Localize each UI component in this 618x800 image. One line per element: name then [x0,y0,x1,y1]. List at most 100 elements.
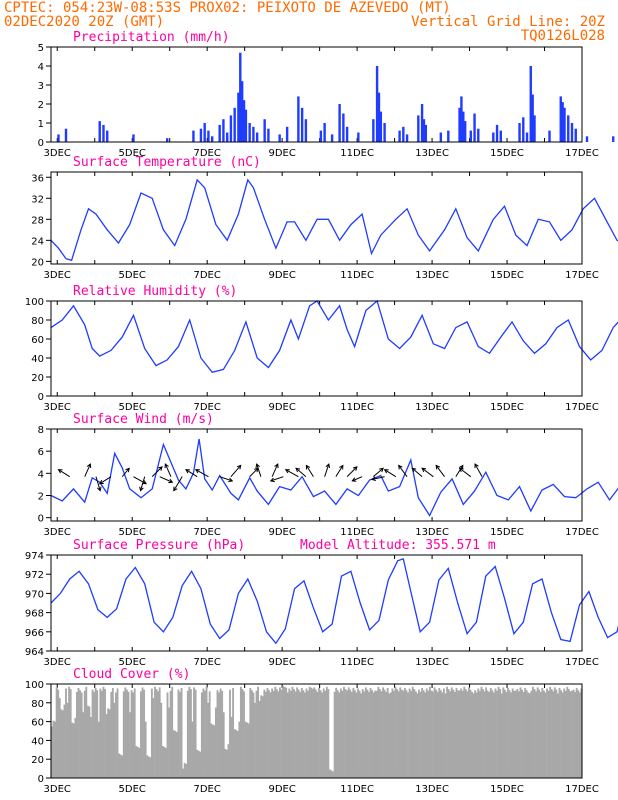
precip-bar [570,123,574,142]
cloud-bar [532,686,534,778]
cloud-bar [213,725,216,778]
temp-frame [50,171,583,265]
wind-arrow [398,465,408,477]
cloud-bar [391,688,394,778]
cloud-bar [191,721,194,778]
cloud-bar [60,709,63,778]
wind-arrow-head [383,469,389,474]
cloud-bar [538,689,541,778]
cloud-bar [257,686,260,778]
precip-bar [106,130,109,142]
wind-arrow [271,463,279,477]
x-tick-label: 7DEC [193,402,220,413]
wind-arrow [84,463,91,477]
precip-bar [375,66,379,142]
cloud-bar [293,689,295,778]
cloud-bar [261,696,264,778]
x-tick-label: 7DEC [193,784,220,795]
cloud-bar [349,689,352,778]
cloud-bar [266,687,269,778]
cloud-bar [255,690,258,778]
wind-arrow [133,476,147,485]
cloud-bar [411,686,414,778]
cloud-bar [86,705,89,778]
precip-bar [203,123,206,142]
cloud-bar [350,691,353,778]
cloud-bar [185,763,188,778]
cloud-bar [83,690,86,778]
cloud-bar [447,689,450,778]
cloud-bar [243,691,245,778]
cloud-bar [91,689,94,778]
x-tick-label: 15DEC [490,402,524,413]
cloud-bar [453,691,456,778]
cloud-bar [235,730,238,778]
cloud-bar [146,755,149,778]
cloud-bar [157,691,160,778]
wind-arrow [346,466,358,478]
cloud-bar [279,687,281,778]
y-tick-label: 100 [25,680,44,691]
precip-bar [248,123,251,142]
y-tick-label: 6 [38,447,44,458]
y-tick-label: 28 [31,215,44,226]
cloud-bar [425,688,428,778]
precip-bar [458,107,461,142]
cloud-bar [310,687,313,778]
wind-arrow [159,476,173,483]
wind-arrow [371,476,385,480]
precip-bar [420,104,424,142]
precip-bar [278,134,281,142]
pressure-frame [50,554,583,652]
precip-bar [263,119,266,142]
precip-bar [531,94,534,142]
precip-bar [210,136,214,142]
cloud-bar [508,690,511,778]
cloud-bar [503,689,506,778]
pressure-panel: Surface Pressure (hPa) Model Altitude: 35… [25,538,618,668]
cloud-bar [478,690,481,778]
cloud-bar [113,702,116,778]
precip-bar [323,123,326,142]
cloud-bar [575,687,578,778]
cloud-bar [75,691,78,778]
cloud-bar [571,690,573,778]
cloud-bar [535,691,538,778]
cloud-bar [336,690,339,778]
cloud-bar [464,689,467,778]
wind-arrow [285,469,299,478]
y-tick-label: 0 [38,138,44,149]
cloud-bar [110,691,113,778]
cloud-bar [313,687,316,778]
cloud-bar [408,688,411,778]
x-tick-label: 5DEC [119,148,146,159]
cloud-bar [125,689,128,778]
cloud-bar [80,692,83,778]
precip-bar [585,136,589,142]
cloud-bar [239,686,242,778]
x-tick-label: 5DEC [119,657,146,668]
cloud-bar [560,690,562,778]
cloud-bar [563,688,566,778]
x-tick-label: 9DEC [268,657,295,668]
x-tick-label: 11DEC [340,784,374,795]
cloud-bar [289,690,292,778]
cloud-bar [211,724,214,778]
y-tick-label: 3 [38,81,44,92]
cloud-bar [397,691,400,778]
cloud-bar [268,690,270,778]
cloud-bar [558,687,561,778]
header-vgrid: Vertical Grid Line: 20Z [411,14,605,30]
x-tick-label: 13DEC [415,402,449,413]
cloud-bar [466,691,469,778]
x-tick-label: 5DEC [119,527,146,538]
y-tick-label: 972 [25,570,44,581]
x-tick-label: 3DEC [44,527,71,538]
cloud-bar [122,691,125,778]
cloud-bar [283,686,286,778]
header-date: 02DEC2020 20Z (GMT) [4,14,164,30]
cloud-bar [461,690,464,778]
y-tick-label: 100 [25,297,44,308]
y-tick-label: 4 [38,62,44,73]
pressure-extra-label: Model Altitude: 355.571 m [300,538,496,553]
